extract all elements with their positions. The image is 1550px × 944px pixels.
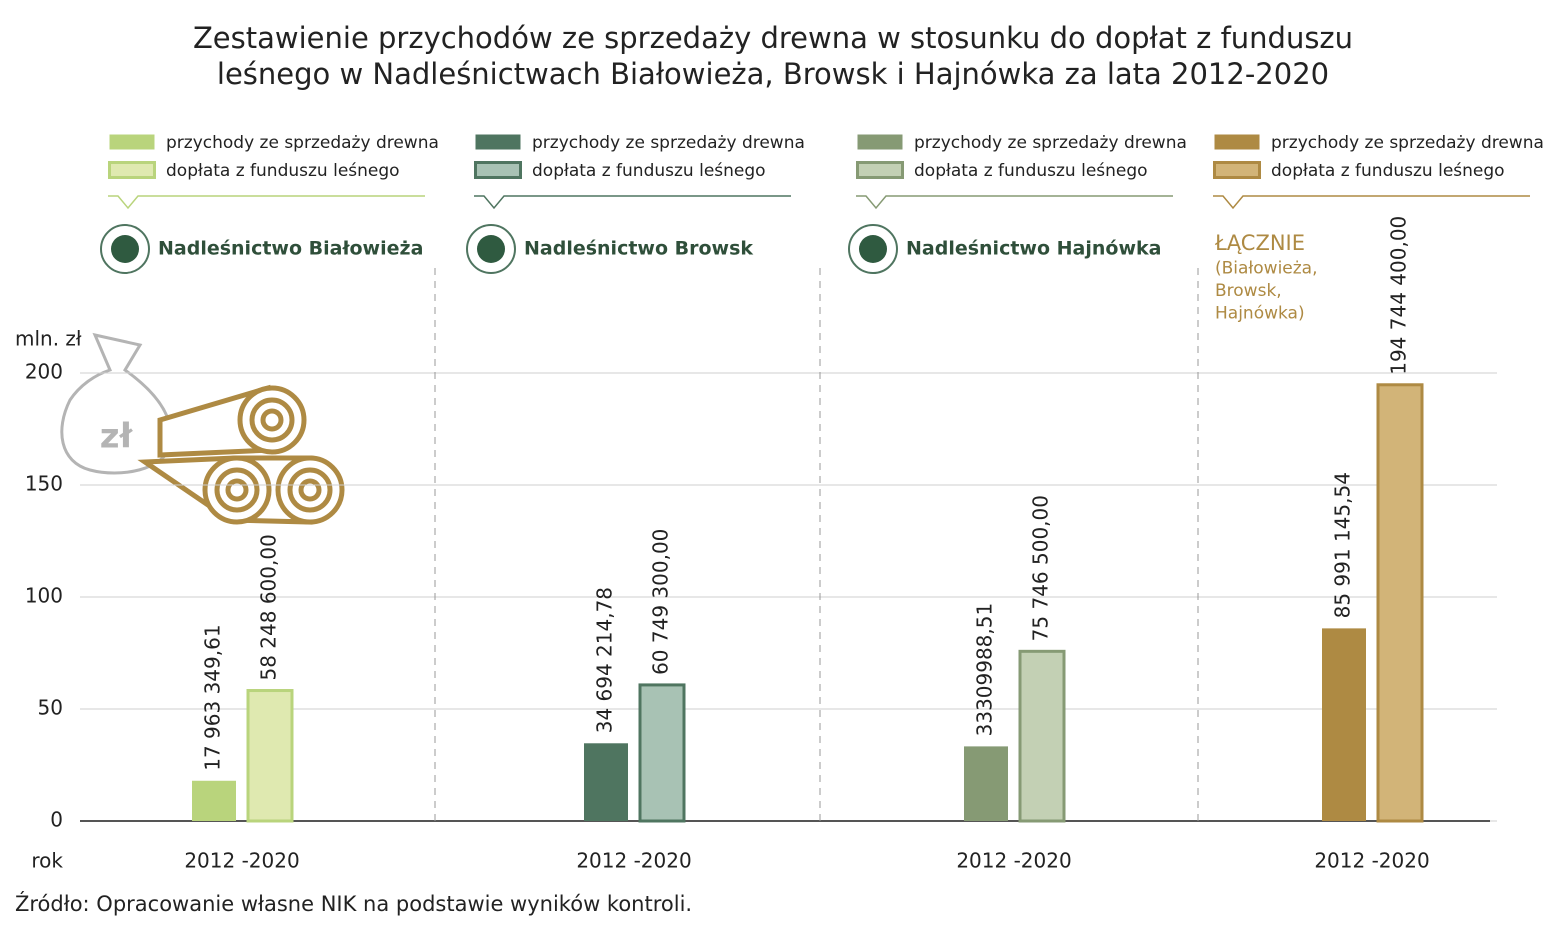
legend-underline bbox=[474, 195, 791, 210]
bar bbox=[246, 689, 294, 823]
x-tick-label: 2012 -2020 bbox=[956, 849, 1071, 873]
bar bbox=[1322, 628, 1366, 821]
bar bbox=[1376, 383, 1424, 823]
legend-swatch bbox=[108, 161, 156, 179]
group-title: Nadleśnictwo Hajnówka bbox=[906, 238, 1161, 260]
legend-swatch bbox=[856, 161, 904, 179]
legend-label: dopłata z funduszu leśnego bbox=[532, 161, 766, 181]
group-title: Hajnówka) bbox=[1215, 304, 1305, 324]
y-tick-label: 100 bbox=[25, 584, 63, 608]
icon-label: zł bbox=[100, 417, 134, 457]
x-tick-label: 2012 -2020 bbox=[184, 849, 299, 873]
legend-label: dopłata z funduszu leśnego bbox=[914, 161, 1148, 181]
legend-swatch bbox=[1214, 134, 1260, 150]
legend-label: dopłata z funduszu leśnego bbox=[1271, 161, 1505, 181]
legend-underline bbox=[1213, 195, 1530, 210]
y-tick-label: 0 bbox=[50, 808, 63, 832]
x-axis-label: rok bbox=[31, 849, 63, 873]
bar bbox=[638, 683, 686, 823]
y-tick-label: 200 bbox=[25, 360, 63, 384]
legend-swatch bbox=[475, 134, 521, 150]
y-axis-label: mln. zł bbox=[15, 327, 82, 351]
legend-label: przychody ze sprzedaży drewna bbox=[166, 133, 439, 153]
y-tick-label: 50 bbox=[38, 696, 63, 720]
value-label: 75 746 500,00 bbox=[1029, 495, 1053, 641]
value-label: 194 744 400,00 bbox=[1387, 216, 1411, 375]
legend-label: przychody ze sprzedaży drewna bbox=[532, 133, 805, 153]
bar bbox=[192, 780, 236, 821]
legend-label: dopłata z funduszu leśnego bbox=[166, 161, 400, 181]
value-label: 58 248 600,00 bbox=[257, 534, 281, 680]
legend-swatch bbox=[109, 134, 155, 150]
group-title: Nadleśnictwo Białowieża bbox=[158, 238, 423, 260]
legend-swatch bbox=[474, 161, 522, 179]
bar bbox=[1018, 649, 1066, 823]
value-label: 60 749 300,00 bbox=[649, 529, 673, 675]
legend-label: przychody ze sprzedaży drewna bbox=[1271, 133, 1544, 153]
bar bbox=[964, 746, 1008, 821]
bar bbox=[584, 743, 628, 821]
group-title: Nadleśnictwo Browsk bbox=[524, 238, 753, 260]
group-title: Browsk, bbox=[1215, 281, 1282, 301]
value-label: 34 694 214,78 bbox=[593, 587, 617, 733]
legend-label: przychody ze sprzedaży drewna bbox=[914, 133, 1187, 153]
group-title: (Białowieża, bbox=[1215, 259, 1318, 279]
logo bbox=[111, 235, 139, 263]
logo bbox=[859, 235, 887, 263]
value-label: 33309988,51 bbox=[973, 603, 997, 737]
value-label: 17 963 349,61 bbox=[201, 624, 225, 770]
value-label: 85 991 145,54 bbox=[1331, 472, 1355, 618]
illustration: zł bbox=[60, 332, 345, 525]
legend-underline bbox=[856, 195, 1173, 210]
legend-underline bbox=[108, 195, 425, 210]
x-tick-label: 2012 -2020 bbox=[576, 849, 691, 873]
group-title: ŁĄCZNIE bbox=[1214, 231, 1305, 255]
legend-swatch bbox=[1213, 161, 1261, 179]
legend-swatch bbox=[857, 134, 903, 150]
chart-title: leśnego w Nadleśnictwach Białowieża, Bro… bbox=[217, 57, 1329, 91]
chart-title: Zestawienie przychodów ze sprzedaży drew… bbox=[193, 21, 1353, 55]
x-tick-label: 2012 -2020 bbox=[1314, 849, 1429, 873]
y-tick-label: 150 bbox=[25, 472, 63, 496]
source-note: Źródło: Opracowanie własne NIK na podsta… bbox=[15, 891, 692, 916]
logo bbox=[477, 235, 505, 263]
